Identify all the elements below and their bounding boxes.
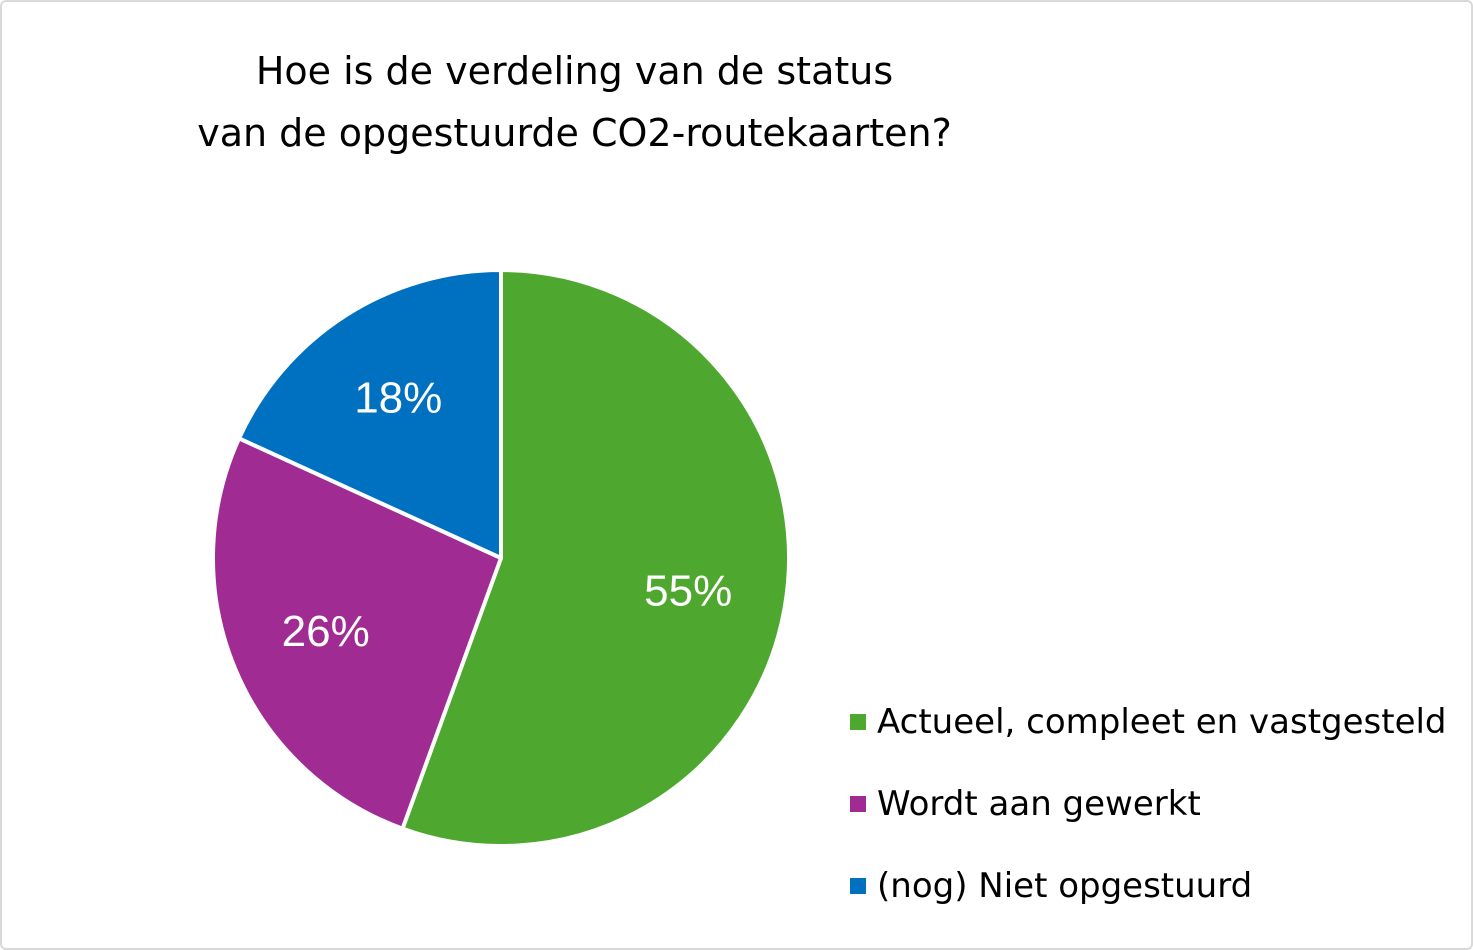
legend-item-actueel: Actueel, compleet en vastgesteld bbox=[850, 702, 1447, 742]
legend-item-wordt-aan-gewerkt: Wordt aan gewerkt bbox=[850, 784, 1201, 824]
data-label-actueel: 55% bbox=[644, 567, 732, 616]
data-label-wordt-aan-gewerkt: 26% bbox=[282, 607, 370, 656]
chart-title-line-1: Hoe is de verdeling van de status bbox=[255, 49, 894, 93]
legend-swatch-actueel bbox=[850, 714, 866, 730]
pie-slices bbox=[211, 268, 791, 848]
data-label-niet-opgestuurd: 18% bbox=[354, 374, 442, 423]
legend-swatch-niet-opgestuurd bbox=[850, 878, 866, 894]
legend-label-actueel: Actueel, compleet en vastgesteld bbox=[877, 702, 1447, 742]
legend-label-niet-opgestuurd: (nog) Niet opgestuurd bbox=[877, 866, 1253, 906]
chart-title: Hoe is de verdeling van de status van de… bbox=[132, 40, 1017, 164]
pie-data-labels: 55% 26% 18% bbox=[282, 374, 733, 656]
pie-slice-niet-opgestuurd bbox=[237, 268, 503, 560]
legend-item-niet-opgestuurd: (nog) Niet opgestuurd bbox=[850, 866, 1252, 906]
pie-slice-wordt-aan-gewerkt bbox=[211, 436, 503, 831]
chart-title-line-2: van de opgestuurde CO2-routekaarten? bbox=[197, 111, 952, 155]
legend-label-wordt-aan-gewerkt: Wordt aan gewerkt bbox=[877, 784, 1201, 824]
legend-swatch-wordt-aan-gewerkt bbox=[850, 796, 866, 812]
pie-slice-actueel bbox=[400, 268, 791, 848]
